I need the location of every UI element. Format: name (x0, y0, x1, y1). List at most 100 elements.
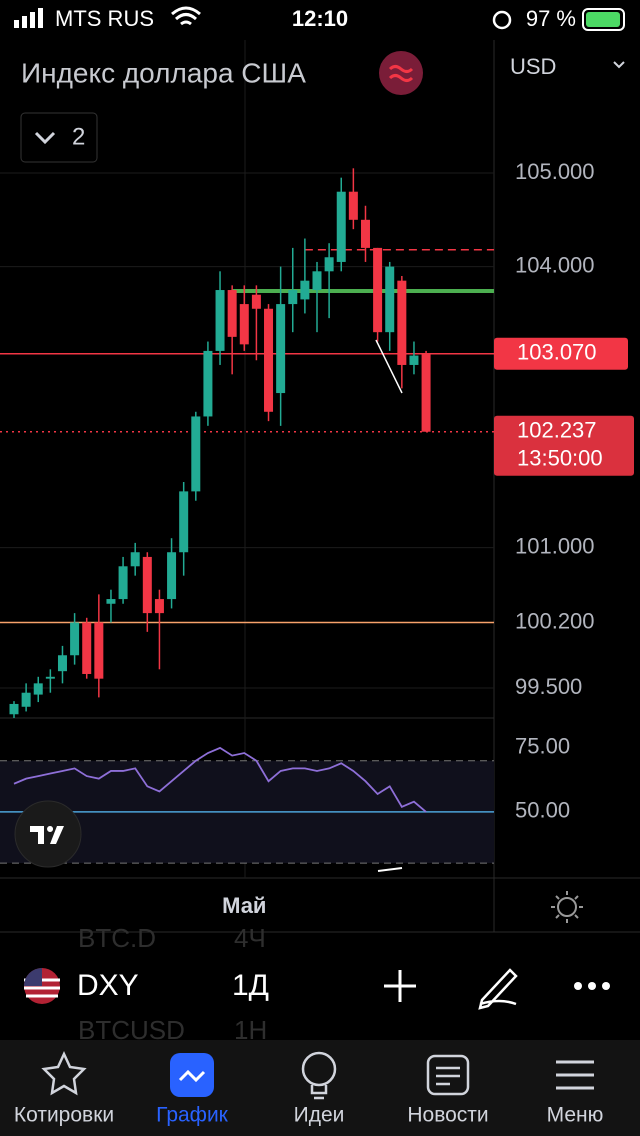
nav-label[interactable]: Идеи (294, 1104, 345, 1127)
candle-body (45, 676, 55, 679)
candle-body (167, 552, 177, 600)
nav-bar (0, 1040, 640, 1136)
nav-label[interactable]: График (156, 1104, 229, 1127)
nav-label[interactable]: Меню (547, 1104, 604, 1127)
rsi-tick-label: 75.00 (515, 734, 570, 759)
candle-body (191, 416, 201, 492)
drawing (375, 339, 403, 394)
wifi-icon (171, 6, 201, 26)
indicator-toggle[interactable] (20, 112, 98, 163)
nav-icon (556, 1060, 594, 1090)
candle-body (179, 491, 189, 553)
draw-icon[interactable] (478, 968, 518, 1010)
candle-body (154, 599, 164, 614)
flag-canton (24, 968, 42, 986)
nav-label[interactable]: Котировки (14, 1104, 114, 1127)
signal (22, 16, 27, 28)
chart-layer: 105.000 104.000 101.000 99.500 75.00 50.00 Май… (0, 159, 634, 918)
countdown: 13:50:00 (517, 446, 603, 471)
nav-icon (41, 1051, 87, 1096)
candle-body (142, 556, 152, 614)
status-bar: MTS RUS 12:10 97 % (14, 6, 625, 31)
battery (582, 8, 625, 31)
ghost-text: 1H (234, 1015, 267, 1045)
settings-icon-rays (551, 891, 583, 923)
candle-body (239, 304, 249, 345)
last-price-box (494, 415, 634, 476)
nav-label[interactable]: Новости (407, 1104, 488, 1127)
candle-body (106, 599, 116, 604)
candle-body (251, 294, 261, 309)
y-tick-label: 101.000 (515, 533, 595, 558)
ghost-text: BTCUSD (78, 1015, 185, 1045)
candle-body (288, 290, 298, 305)
drawing (377, 867, 403, 872)
tv-logo (14, 800, 82, 868)
chevron (34, 131, 56, 145)
level-label: 100.200 (515, 608, 595, 633)
y-tick-label: 99.500 (515, 674, 582, 699)
candle-body (360, 219, 370, 248)
exchange-icon-glyph (388, 65, 414, 82)
candle-body (33, 683, 43, 695)
candle-body (421, 353, 431, 432)
ghost-text: BTC.D (78, 923, 156, 953)
level-label: 103.070 (517, 340, 597, 365)
candle-body (130, 552, 140, 567)
currency-chevron (613, 61, 625, 69)
currency[interactable]: USD (510, 54, 556, 79)
clock: 12:10 (292, 6, 348, 31)
candle-body (227, 290, 237, 337)
signal (30, 12, 35, 28)
last-price-label: 102.237 (517, 418, 597, 443)
candle-body (276, 304, 286, 394)
signal (38, 8, 43, 28)
candle-body (94, 622, 104, 679)
candle-body (82, 622, 92, 674)
battery-fill (586, 12, 620, 27)
candle-body (336, 191, 346, 262)
settings-icon[interactable] (557, 897, 577, 917)
add-icon[interactable] (384, 970, 416, 1002)
nav-labels: Котировки График Идеи Новости Меню (14, 1104, 604, 1127)
exchange-icon (379, 51, 423, 95)
candle-body (57, 655, 67, 672)
rsi-tick-label: 50.00 (515, 798, 570, 823)
carrier: MTS RUS (55, 6, 154, 31)
nav-icon (426, 1054, 470, 1096)
level-label-box (494, 337, 628, 370)
battery-level: 97 % (526, 6, 576, 31)
candle-body (264, 308, 274, 412)
nav-icon (436, 1066, 460, 1086)
ghost-text: 4Ч (234, 923, 266, 953)
indicator-count: 2 (72, 123, 85, 150)
candle-body (348, 191, 358, 220)
candle-body (409, 355, 419, 365)
symbol-title: Индекс доллара США (21, 57, 306, 88)
candle-body (373, 247, 383, 333)
toolbar-interval[interactable]: 1Д (232, 969, 269, 1002)
candle-body (300, 280, 310, 300)
candle-body (215, 290, 225, 351)
more-icon[interactable] (574, 982, 610, 990)
candle-body (324, 257, 334, 272)
candle-body (9, 703, 19, 715)
y-tick-label: 104.000 (515, 252, 595, 277)
tv-logo-glyph (30, 826, 64, 844)
candle-body (70, 622, 80, 656)
nav-icon (310, 1085, 328, 1100)
candle-body (312, 271, 322, 291)
nav-icon (301, 1051, 337, 1087)
toolbar-symbol[interactable]: DXY (77, 969, 139, 1002)
candle-body (118, 566, 128, 600)
rsi-line (13, 746, 427, 813)
alarm-icon (492, 10, 512, 30)
signal (14, 20, 19, 28)
nav-icon-glyph (178, 1069, 206, 1083)
candle-body (21, 692, 31, 707)
candle-body (397, 280, 407, 365)
